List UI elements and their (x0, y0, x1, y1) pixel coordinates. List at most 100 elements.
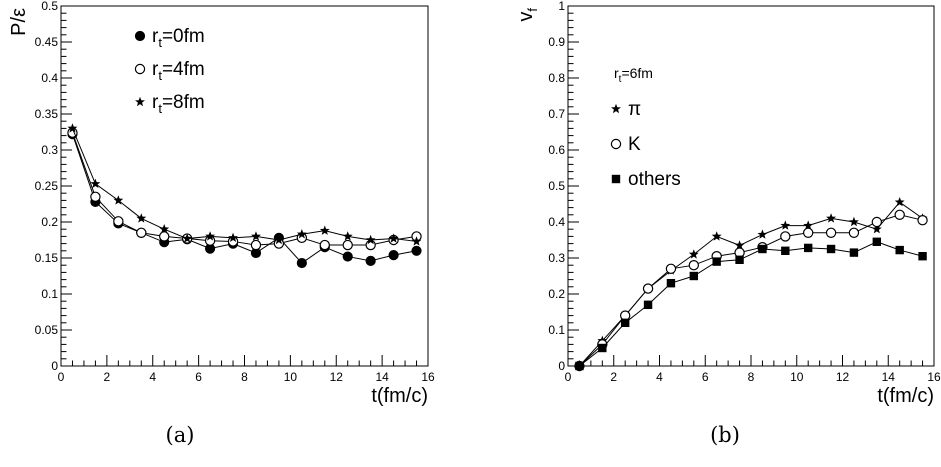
y-tick-label: 0.7 (548, 107, 565, 121)
panel-caption: (a) (166, 423, 195, 447)
data-point (159, 224, 170, 234)
data-point (757, 229, 768, 239)
y-axis-title: vf (515, 8, 540, 22)
data-point (228, 232, 238, 243)
legend-a: rt=0fm rt=4fm rt=8fm (134, 26, 205, 116)
panel-a: 0 2 4 6 8 10 12 14 16 0 0.05 0.1 0.15 0.2 0.25 0.3 0.35 0… (8, 0, 435, 447)
data-point (67, 123, 78, 133)
data-point (620, 318, 630, 327)
data-point (90, 178, 101, 189)
data-point (803, 243, 813, 253)
x-tick-label: 16 (927, 370, 941, 384)
x-tick-label: 8 (748, 370, 755, 384)
y-tick-label: 0.8 (548, 71, 565, 85)
series-a-2 (67, 123, 422, 246)
y-tick-label: 0.5 (41, 0, 58, 13)
data-point (296, 257, 307, 269)
series-line (71, 132, 417, 246)
y-tick-label: 0.1 (548, 323, 565, 337)
data-point (849, 248, 859, 257)
legend-marker (610, 138, 622, 150)
legend-note: rt=6fm (614, 65, 653, 85)
y-tick-label: 0.25 (35, 179, 59, 193)
x-tick-label: 14 (882, 370, 896, 384)
data-point (136, 213, 147, 223)
x-tick-label: 0 (58, 370, 65, 384)
data-point (90, 191, 101, 202)
data-point (758, 244, 767, 254)
x-tick-label: 12 (836, 370, 850, 384)
legend-label: rt=0fm (152, 26, 205, 50)
series-b-2 (575, 237, 927, 371)
series-line (72, 128, 417, 242)
x-tick-label: 6 (702, 370, 709, 384)
y-tick-label: 0.3 (548, 251, 565, 265)
x-tick-label: 2 (104, 370, 111, 384)
data-point (848, 216, 859, 227)
data-point (689, 271, 699, 281)
data-point (411, 236, 422, 246)
data-point (918, 252, 927, 261)
data-point (712, 257, 721, 266)
series-a-1 (67, 127, 422, 251)
legend-marker (611, 103, 621, 114)
data-point (688, 249, 699, 259)
x-axis-title: t(fm/c) (371, 385, 428, 407)
legend-label: others (628, 169, 681, 190)
legend-marker (611, 174, 621, 184)
x-tick-label: 16 (421, 370, 435, 384)
data-point (871, 224, 882, 234)
data-point (250, 239, 262, 251)
data-point (273, 234, 284, 245)
data-point (296, 229, 307, 239)
y-tick-label: 0.3 (41, 143, 58, 157)
y-axis-title: P/ε (8, 8, 30, 36)
x-tick-label: 6 (195, 370, 202, 384)
legend-label: rt=8fm (152, 92, 205, 116)
series-line (579, 214, 923, 367)
data-point (575, 361, 584, 371)
series-b-1 (574, 209, 928, 372)
data-point (342, 231, 353, 241)
panel-b: 0 2 4 6 8 10 12 14 16 0 0.1 0.2 0.3 0.4 0.5 0.6 0.7 0.8 0.… (515, 0, 941, 447)
data-point (319, 239, 330, 251)
data-point (365, 234, 376, 245)
y-tick-label: 0.5 (548, 179, 565, 193)
data-point (113, 216, 124, 227)
y-tick-label: 0.15 (35, 251, 59, 265)
data-point (342, 239, 353, 251)
data-point (136, 227, 147, 238)
legend-label: π (628, 99, 641, 120)
x-tick-label: 4 (149, 370, 156, 384)
y-tick-label: 0.4 (41, 71, 58, 85)
x-tick-label: 12 (330, 370, 344, 384)
data-point (666, 279, 676, 288)
data-point (894, 209, 905, 220)
data-point (319, 225, 330, 235)
data-point (642, 283, 654, 294)
y-tick-label: 0.2 (548, 287, 565, 301)
y-tick-label: 0.35 (35, 107, 59, 121)
legend-marker (134, 63, 146, 75)
x-tick-label: 10 (284, 370, 298, 384)
data-point (643, 300, 653, 309)
data-point (826, 244, 836, 254)
data-point (113, 195, 124, 205)
data-point (411, 245, 422, 256)
plot-frame-a (60, 5, 429, 367)
y-tick-label: 0.1 (41, 287, 58, 301)
data-point (388, 233, 399, 243)
data-point (711, 231, 722, 241)
data-point (598, 343, 607, 353)
y-tick-label: 1 (558, 0, 565, 13)
data-point (688, 260, 700, 271)
y-tick-label: 0.9 (548, 35, 565, 49)
x-axis-title: t(fm/c) (877, 385, 934, 407)
x-tick-label: 2 (610, 370, 617, 384)
data-point (159, 231, 170, 242)
y-tick-label: 0.05 (35, 323, 59, 337)
x-tick-label: 14 (375, 370, 389, 384)
y-tick-label: 0.2 (41, 215, 58, 229)
